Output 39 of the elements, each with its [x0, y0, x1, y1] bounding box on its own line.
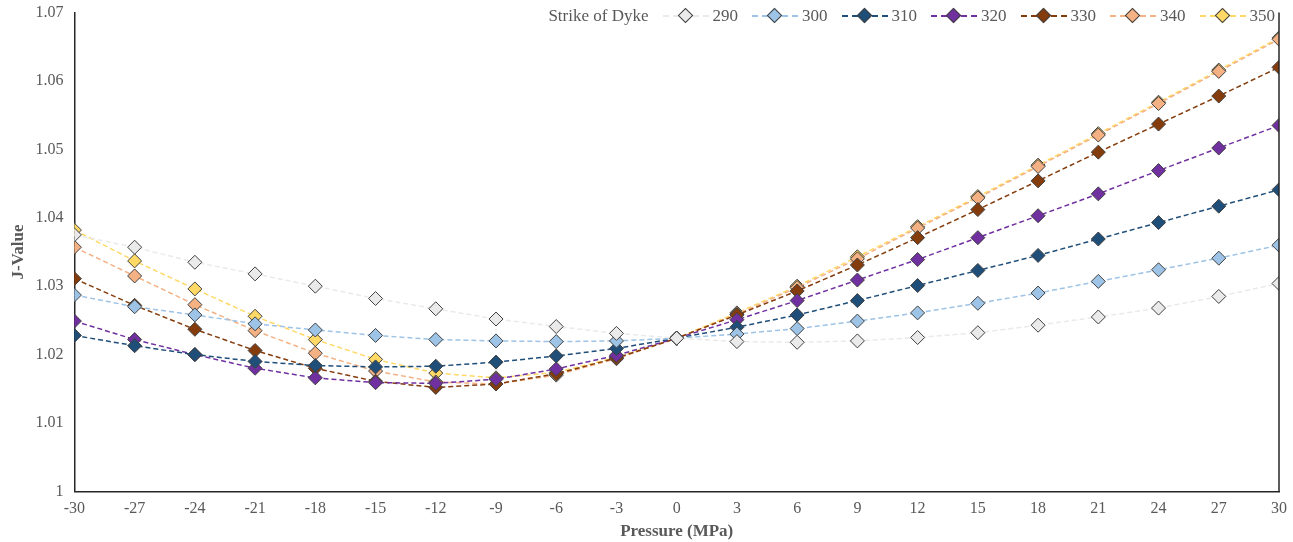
x-tick-label: -3	[609, 499, 624, 517]
x-tick-label: -21	[244, 499, 266, 517]
y-tick-label: 1.01	[35, 413, 64, 431]
x-tick-label: 9	[853, 499, 862, 517]
x-tick-label: 18	[1030, 499, 1047, 517]
legend-label: 340	[1160, 6, 1186, 26]
y-tick-label: 1.03	[35, 276, 64, 294]
x-tick-label: -6	[549, 499, 563, 517]
legend-title: Strike of Dyke	[548, 6, 649, 26]
x-tick-label: -24	[184, 499, 206, 517]
x-tick-label: 27	[1210, 499, 1227, 517]
x-tick-label: 24	[1150, 499, 1167, 517]
legend-label: 350	[1249, 6, 1275, 26]
legend-label: 330	[1070, 6, 1096, 26]
x-tick-label: -12	[425, 499, 447, 517]
y-tick-label: 1.05	[35, 139, 64, 157]
y-tick-label: 1.02	[35, 344, 64, 362]
x-tick-label: 3	[732, 499, 741, 517]
x-tick-label: 21	[1090, 499, 1107, 517]
x-tick-label: -18	[304, 499, 326, 517]
legend-label: 300	[802, 6, 828, 26]
y-axis-title: J-Value	[7, 224, 27, 280]
x-tick-label: 15	[969, 499, 986, 517]
legend-label: 320	[981, 6, 1007, 26]
x-tick-label: -9	[489, 499, 503, 517]
x-tick-label: 6	[793, 499, 802, 517]
x-tick-label: -30	[63, 499, 86, 517]
y-tick-label: 1.04	[35, 208, 64, 225]
y-tick-label: 1.07	[35, 2, 64, 20]
y-tick-label: 1.06	[35, 71, 64, 89]
legend-label: 310	[891, 6, 917, 26]
x-tick-label: 12	[909, 499, 926, 517]
x-tick-label: -27	[123, 499, 146, 517]
x-tick-label: 0	[672, 499, 681, 517]
x-tick-label: -15	[364, 499, 387, 517]
y-tick-label: 1	[55, 481, 64, 499]
legend-label: 290	[712, 6, 738, 26]
x-tick-label: 30	[1271, 499, 1287, 517]
x-axis-title: Pressure (MPa)	[620, 521, 734, 541]
